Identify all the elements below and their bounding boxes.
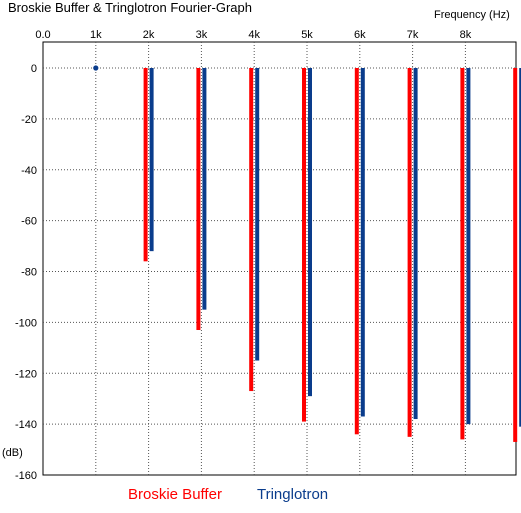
y-tick-label: -40: [21, 165, 37, 177]
broskie-bar-7k: [407, 68, 412, 437]
y-tick-label: -120: [15, 368, 37, 380]
plot-frame: [42, 41, 517, 476]
grid-layer: [42, 41, 517, 476]
y-tick-label: -20: [21, 114, 37, 126]
y-tick-label: -140: [15, 419, 37, 431]
x-tick-label: 3k: [196, 29, 208, 41]
broskie-bar-3k: [196, 68, 201, 331]
tringlotron-bar-4k: [255, 68, 260, 361]
bars: [93, 65, 521, 442]
tick-labels: 0.0 1k 2k 3k 4k 5k 6k 7k 8k 0 -20 -40 -60 -80 -100 -120…: [15, 29, 472, 482]
x-tick-label: 1k: [90, 29, 102, 41]
x-tick-label: 8k: [460, 29, 472, 41]
y-tick-label: -80: [21, 267, 37, 279]
tringlotron-bar-3k: [202, 68, 207, 310]
tringlotron-bar-9k: [519, 68, 521, 427]
y-tick-label: -100: [15, 317, 37, 329]
x-tick-label: 4k: [248, 29, 260, 41]
x-axis-label: Frequency (Hz): [434, 9, 510, 21]
broskie-bar-6k: [354, 68, 359, 435]
broskie-bar-5k: [302, 68, 306, 422]
tringlotron-bar-5k: [308, 68, 312, 397]
legend-tringlotron: Tringlotron: [257, 486, 328, 503]
tringlotron-bar-8k: [466, 68, 471, 425]
broskie-bar-4k: [249, 68, 254, 392]
broskie-bar-8k: [460, 68, 465, 440]
y-tick-label: -160: [15, 470, 37, 482]
tringlotron-bar-7k: [413, 68, 418, 420]
x-tick-label: 0.0: [35, 29, 50, 41]
fundamental-dot: [93, 65, 99, 71]
x-tick-label: 2k: [143, 29, 155, 41]
x-tick-label: 6k: [354, 29, 366, 41]
legend-broskie-buffer: Broskie Buffer: [128, 486, 222, 503]
chart-title: Broskie Buffer & Tringlotron Fourier-Gra…: [8, 0, 252, 15]
y-tick-label: -60: [21, 216, 37, 228]
broskie-bar-9k: [513, 68, 518, 442]
x-tick-label: 7k: [407, 29, 419, 41]
tringlotron-bar-2k: [149, 68, 154, 252]
y-axis-label: (dB): [2, 447, 23, 459]
x-tick-label: 5k: [301, 29, 313, 41]
broskie-bar-2k: [143, 68, 148, 262]
tringlotron-bar-6k: [360, 68, 365, 417]
y-tick-label: 0: [31, 63, 37, 75]
